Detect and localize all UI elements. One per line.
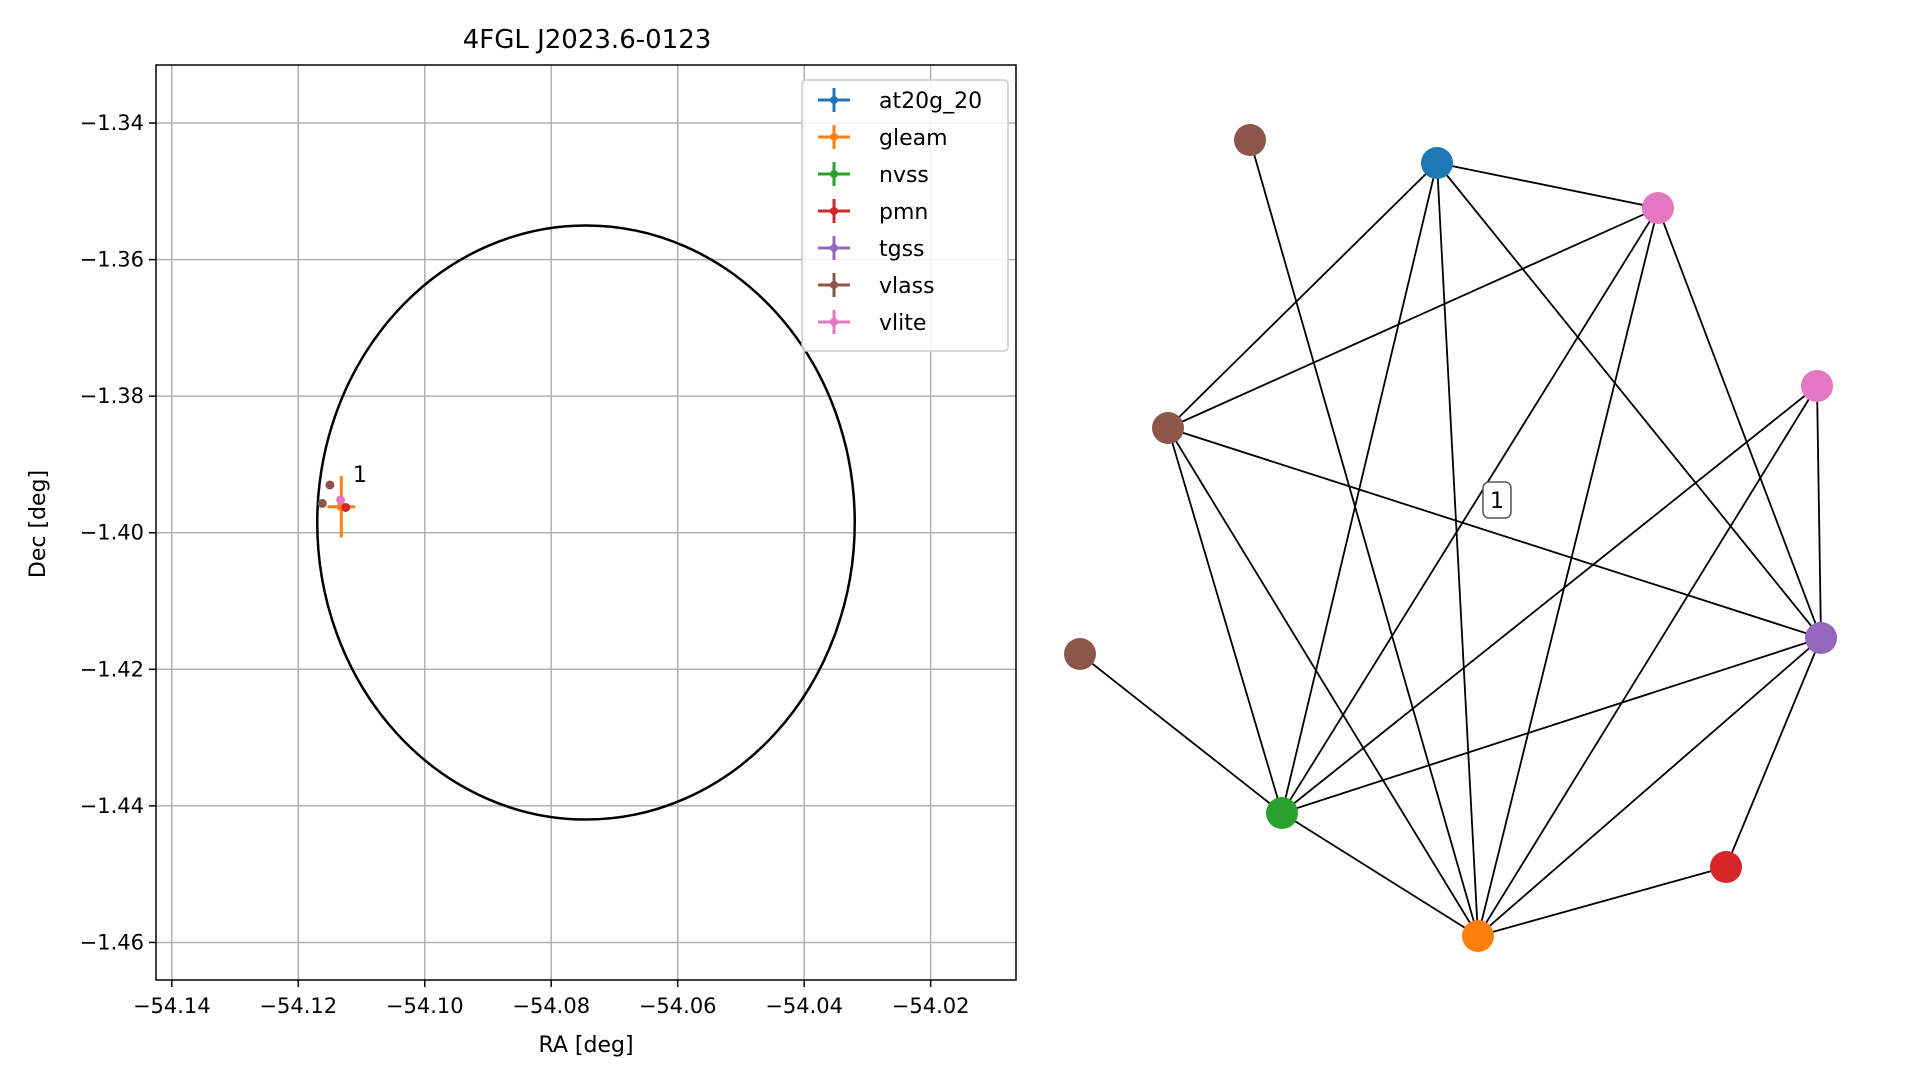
legend-marker	[830, 281, 838, 289]
node-n0	[1421, 147, 1453, 179]
x-axis-label: RA [deg]	[538, 1033, 633, 1058]
x-tick-label: −54.10	[386, 994, 464, 1018]
edge-n1-n6	[1281, 207, 1659, 814]
node-n1	[1642, 192, 1674, 224]
legend-label: vlass	[879, 274, 935, 299]
chart-title: 4FGL J2023.6-0123	[463, 25, 712, 55]
legend-entry-nvss: nvss	[818, 162, 929, 188]
legend-entry-tgss: tgss	[818, 236, 925, 262]
legend-entry-vlite: vlite	[818, 310, 926, 336]
legend-marker	[830, 96, 838, 104]
edge-n1-n5	[1477, 207, 1659, 937]
edge-n6-n8	[1167, 427, 1283, 814]
marker-vlass	[325, 480, 335, 490]
tick-layer: −54.14 −54.12 −54.10 −54.08 −54.06 −54.04 −54.…	[80, 111, 970, 1018]
network-label-box: 1	[1482, 481, 1512, 519]
legend-entry-vlass: vlass	[818, 273, 935, 299]
error-ellipse-layer	[316, 224, 856, 821]
node-n4	[1710, 851, 1742, 883]
edge-layer	[1079, 139, 1822, 937]
edge-n2-n5	[1477, 385, 1818, 937]
legend-label: tgss	[879, 237, 925, 262]
edge-n3-n5	[1477, 637, 1822, 937]
edge-n0-n5	[1436, 162, 1479, 937]
edge-n5-n6	[1281, 812, 1479, 937]
x-tick-label: −54.08	[512, 994, 590, 1018]
point-vlass	[317, 498, 327, 508]
y-tick-label: −1.46	[80, 930, 144, 954]
y-tick-label: −1.40	[80, 521, 144, 545]
edge-n0-n1	[1436, 162, 1659, 209]
point-annotation: 1	[353, 463, 367, 488]
x-tick-label: −54.02	[892, 994, 970, 1018]
node-n6	[1266, 797, 1298, 829]
node-n9	[1234, 124, 1266, 156]
legend-marker	[830, 207, 838, 215]
point-vlass	[325, 480, 335, 490]
plot-frame	[155, 64, 1017, 981]
point-pmn	[341, 502, 351, 512]
edge-n6-n7	[1079, 653, 1283, 814]
legend-label: nvss	[879, 163, 929, 188]
edge-n1-n8	[1167, 207, 1659, 429]
legend-label: gleam	[879, 126, 948, 151]
edge-n3-n6	[1281, 637, 1822, 814]
y-tick-label: −1.44	[80, 794, 144, 818]
x-tick-label: −54.04	[765, 994, 843, 1018]
legend-marker	[830, 244, 838, 252]
edge-n5-n8	[1167, 427, 1479, 937]
y-axis-label: Dec [deg]	[26, 470, 51, 578]
annotation-layer: 1	[353, 463, 367, 488]
legend-label: at20g_20	[879, 89, 982, 114]
y-tick-label: −1.38	[80, 384, 144, 408]
edge-n2-n6	[1281, 385, 1818, 814]
edge-n5-n4	[1477, 866, 1727, 937]
node-n7	[1064, 638, 1096, 670]
x-tick-label: −54.14	[133, 994, 211, 1018]
legend-marker	[830, 318, 838, 326]
legend-marker	[830, 133, 838, 141]
node-layer	[1064, 124, 1837, 952]
y-tick-label: −1.34	[80, 111, 144, 135]
legend-entry-pmn: pmn	[818, 199, 928, 225]
legend-box	[801, 79, 1009, 352]
legend-marker	[830, 170, 838, 178]
edge-n2-n3	[1816, 385, 1822, 639]
points-layer	[317, 476, 356, 538]
legend-entry-gleam: gleam	[818, 125, 948, 151]
network-panel: 1	[1064, 124, 1837, 952]
y-tick-label: −1.36	[80, 248, 144, 272]
legend-label: pmn	[879, 200, 928, 225]
legend-label: vlite	[879, 311, 926, 336]
x-tick-label: −54.12	[259, 994, 337, 1018]
edge-n0-n8	[1167, 162, 1438, 429]
marker-vlite	[336, 495, 346, 505]
x-tick-label: −54.06	[639, 994, 717, 1018]
node-n2	[1801, 370, 1833, 402]
edge-n3-n4	[1725, 637, 1822, 868]
edge-n3-n8	[1167, 427, 1822, 639]
edge-n5-n9	[1249, 139, 1479, 937]
edge-n1-n3	[1657, 207, 1822, 639]
edge-n0-n6	[1281, 162, 1438, 814]
error-ellipse	[316, 224, 856, 821]
node-n3	[1805, 622, 1837, 654]
edge-n0-n3	[1436, 162, 1822, 639]
y-tick-label: −1.42	[80, 657, 144, 681]
legend-entry-at20g_20: at20g_20	[818, 88, 982, 114]
node-n8	[1152, 412, 1184, 444]
point-vlite	[336, 495, 346, 505]
scatter-panel: 4FGL J2023.6-0123 −54.14 −54.12 −54.10 −54.…	[26, 25, 1017, 1058]
node-n5	[1462, 920, 1494, 952]
marker-vlass	[317, 498, 327, 508]
marker-pmn	[341, 502, 351, 512]
network-label: 1	[1490, 489, 1504, 514]
